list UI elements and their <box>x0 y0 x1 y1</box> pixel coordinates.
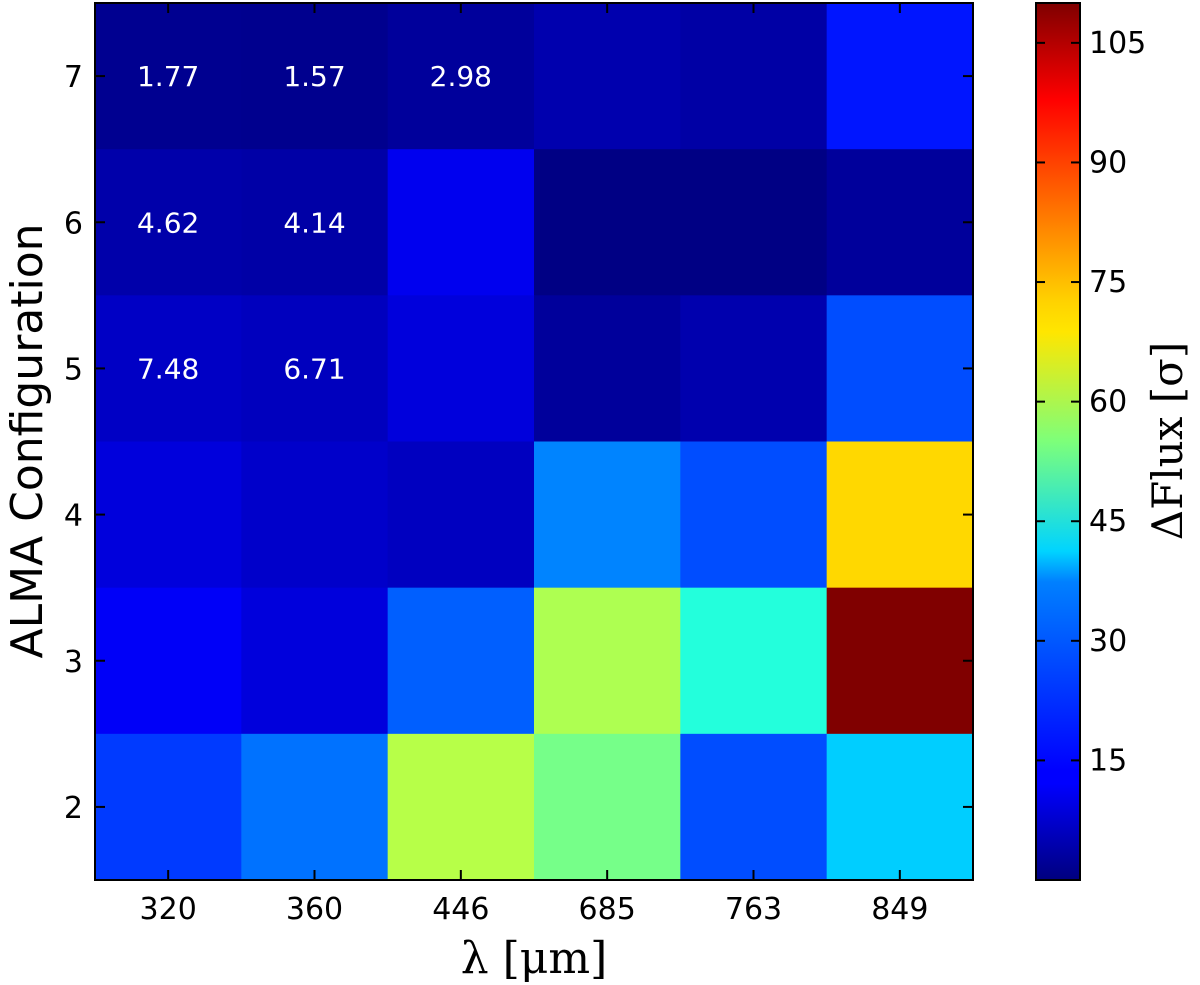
heatmap-cell <box>387 3 535 150</box>
heatmap-cell <box>95 441 242 589</box>
colorbar-tick-label: 15 <box>1089 743 1127 778</box>
y-tick-label: 4 <box>64 499 83 534</box>
colorbar-tick-label: 60 <box>1089 385 1127 420</box>
heatmap-cell <box>680 587 828 735</box>
heatmap-cell <box>95 295 242 443</box>
x-tick-label: 446 <box>432 892 489 927</box>
cell-annotation: 7.48 <box>137 352 199 385</box>
heatmap-cell <box>826 149 974 296</box>
heatmap-cell <box>826 733 974 881</box>
heatmap-cell <box>95 3 242 150</box>
cell-annotations: 1.77 1.57 2.98 4.62 4.14 7.48 6.71 <box>137 60 492 385</box>
heatmap-cell <box>387 149 535 296</box>
heatmap-cell <box>387 295 535 443</box>
heatmap-cell <box>95 149 242 296</box>
colorbar-tick-label: 75 <box>1089 265 1127 300</box>
heatmap-cell <box>534 441 681 589</box>
colorbar-label: ΔFlux [σ] <box>1143 342 1192 540</box>
heatmap-cell <box>680 295 828 443</box>
y-tick-label: 6 <box>64 206 83 241</box>
colorbar-tick-label: 30 <box>1089 624 1127 659</box>
heatmap-cell <box>534 587 681 735</box>
heatmap-cell <box>826 295 974 443</box>
cell-annotation: 4.62 <box>137 206 199 239</box>
colorbar-tick-label: 90 <box>1089 145 1127 180</box>
cell-annotation: 4.14 <box>283 206 345 239</box>
colorbar-tick-label: 105 <box>1089 26 1146 61</box>
colorbar-ticks: 15 30 45 60 75 90 105 <box>1036 26 1146 778</box>
cell-annotation: 1.77 <box>137 60 199 93</box>
y-tick-label: 3 <box>64 645 83 680</box>
colorbar <box>1035 2 1081 881</box>
x-axis-label: λ [μm] <box>461 933 608 984</box>
heatmap-cell <box>826 587 974 735</box>
heatmap-cell <box>241 733 389 881</box>
heatmap-cell <box>95 733 242 881</box>
heatmap-cell <box>241 441 389 589</box>
heatmap-cell <box>241 295 389 443</box>
heatmap-cell <box>387 733 535 881</box>
heatmap-cell <box>534 733 681 881</box>
x-tick-label: 763 <box>725 892 782 927</box>
heatmap-cells <box>95 3 974 881</box>
x-tick-label: 320 <box>140 892 197 927</box>
heatmap-cell <box>241 3 389 150</box>
x-tick-label: 685 <box>579 892 636 927</box>
heatmap-cell <box>387 587 535 735</box>
x-tick-label: 360 <box>286 892 343 927</box>
heatmap-cell <box>826 441 974 589</box>
heatmap-cell <box>241 587 389 735</box>
heatmap-cell <box>680 441 828 589</box>
heatmap-cell <box>826 3 974 150</box>
axis-ticks: 320 360 446 685 763 849 2 3 4 5 6 7 <box>64 3 973 927</box>
y-axis-label: ALMA Configuration <box>2 223 53 658</box>
heatmap-cell <box>534 149 681 296</box>
heatmap-cell <box>680 149 828 296</box>
y-tick-label: 5 <box>64 352 83 387</box>
cell-annotation: 1.57 <box>283 60 345 93</box>
heatmap-cell <box>241 149 389 296</box>
heatmap-cell <box>387 441 535 589</box>
heatmap-cell <box>95 587 242 735</box>
heatmap-cell <box>680 733 828 881</box>
cell-annotation: 2.98 <box>430 60 492 93</box>
x-tick-label: 849 <box>871 892 928 927</box>
y-tick-label: 7 <box>64 60 83 95</box>
heatmap-cell <box>534 295 681 443</box>
plot-frame <box>94 2 974 881</box>
y-tick-label: 2 <box>64 791 83 826</box>
colorbar-tick-label: 45 <box>1089 504 1127 539</box>
heatmap-cell <box>534 3 681 150</box>
cell-annotation: 6.71 <box>283 352 345 385</box>
heatmap-cell <box>680 3 828 150</box>
